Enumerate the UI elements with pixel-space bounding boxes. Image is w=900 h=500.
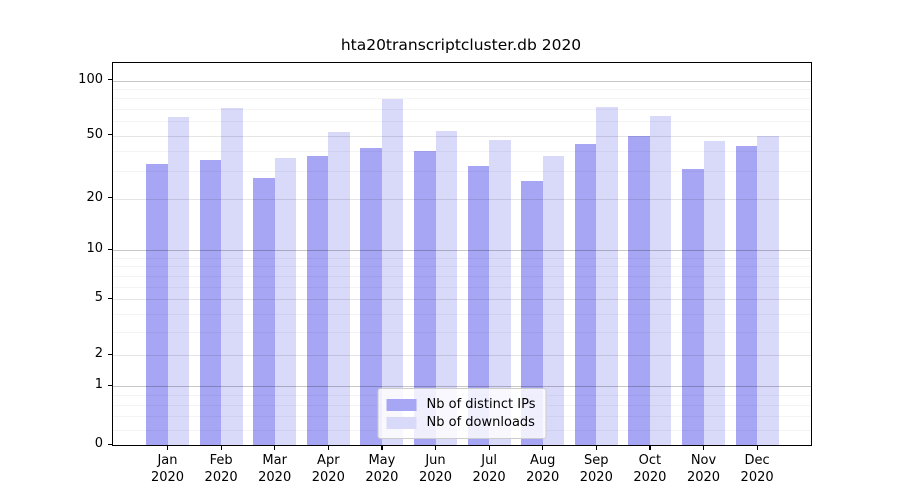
bar-ips-dec (735, 146, 758, 445)
plot-area: Nb of distinct IPs Nb of downloads (112, 62, 812, 446)
gridline (113, 266, 811, 268)
bar-ips-oct (628, 135, 650, 445)
x-tick-label: Dec 2020 (740, 453, 774, 485)
x-tick-mark (542, 445, 544, 450)
chart-title: hta20transcriptcluster.db 2020 (340, 36, 582, 54)
x-tick-label: May 2020 (365, 453, 399, 485)
x-tick-label: Jun 2020 (418, 453, 453, 485)
y-tick-label: 2 (94, 346, 103, 361)
bar-downloads-may (381, 99, 404, 445)
gridline (113, 355, 811, 356)
x-tick-mark (381, 445, 383, 450)
x-tick-mark (274, 445, 276, 450)
grid-layer (113, 63, 811, 445)
x-tick-mark (435, 445, 437, 450)
gridline (113, 135, 811, 137)
y-tick-label: 20 (86, 189, 103, 205)
bars-layer (113, 63, 811, 445)
bar-ips-jan (146, 164, 168, 445)
bar-ips-may (360, 147, 382, 445)
bar-downloads-jul (489, 139, 511, 445)
gridline (113, 98, 811, 100)
y-tick-mark (108, 353, 112, 355)
x-tick-label: Mar 2020 (258, 453, 292, 485)
gridline (113, 108, 811, 110)
bar-downloads-mar (274, 158, 297, 445)
y-tick-mark (108, 197, 112, 199)
bar-downloads-aug (542, 156, 565, 445)
gridline (113, 286, 811, 288)
x-tick-mark (220, 445, 222, 450)
gridline (113, 386, 811, 387)
x-tick-mark (703, 445, 705, 450)
y-tick-mark (108, 79, 112, 81)
legend-swatch-distinct-ips (386, 398, 417, 411)
gridline (113, 313, 811, 315)
bar-ips-jun (414, 151, 436, 445)
bar-ips-mar (253, 178, 275, 445)
gridline (113, 198, 811, 200)
y-tick-mark (108, 297, 112, 299)
x-tick-mark (595, 445, 597, 450)
x-tick-label: Sep 2020 (579, 453, 613, 485)
gridline (113, 299, 811, 300)
x-tick-label: Aug 2020 (526, 453, 560, 485)
x-tick-mark (756, 445, 758, 450)
gridline (113, 80, 811, 82)
bar-downloads-jan (167, 117, 189, 445)
x-tick-label: Nov 2020 (686, 453, 721, 485)
legend-label-distinct-ips: Nb of distinct IPs (426, 397, 536, 412)
bar-downloads-dec (757, 135, 779, 445)
bar-downloads-nov (703, 141, 725, 445)
y-tick-mark (108, 248, 112, 250)
bar-ips-aug (521, 180, 543, 445)
y-tick-label: 50 (86, 126, 103, 142)
x-tick-mark (327, 445, 329, 450)
y-tick-mark (108, 134, 112, 136)
x-tick-label: Jan 2020 (150, 453, 185, 485)
y-tick-label: 10 (86, 241, 103, 256)
gridline (113, 170, 811, 172)
bar-downloads-sep (596, 106, 618, 445)
y-tick-label: 0 (94, 436, 103, 451)
bar-ips-jul (467, 166, 490, 445)
x-tick-label: Apr 2020 (311, 453, 345, 485)
x-tick-mark (649, 445, 651, 450)
legend-item-distinct-ips: Nb of distinct IPs (386, 397, 536, 412)
legend-label-downloads: Nb of downloads (426, 415, 535, 430)
y-tick-mark (108, 443, 112, 445)
gridline (113, 275, 811, 277)
bar-downloads-jun (435, 130, 457, 445)
x-tick-label: Oct 2020 (633, 453, 667, 485)
bar-downloads-apr (328, 132, 350, 445)
y-tick-label: 100 (78, 71, 103, 87)
gridline (113, 121, 811, 123)
gridline (113, 151, 811, 152)
y-tick-label: 1 (94, 377, 103, 392)
legend: Nb of distinct IPs Nb of downloads (377, 388, 547, 439)
y-tick-mark (108, 384, 112, 386)
bar-ips-apr (306, 156, 329, 445)
bar-downloads-oct (649, 116, 672, 445)
gridline (113, 250, 811, 251)
x-tick-mark (167, 445, 169, 450)
x-tick-label: Feb 2020 (204, 453, 238, 485)
x-tick-label: Jul 2020 (472, 453, 506, 485)
bar-downloads-feb (221, 107, 243, 445)
x-tick-mark (488, 445, 490, 450)
legend-swatch-downloads (386, 416, 417, 429)
gridline (113, 88, 811, 90)
bar-ips-nov (682, 168, 704, 445)
legend-item-downloads: Nb of downloads (386, 415, 536, 430)
gridline (113, 331, 811, 333)
bar-ips-feb (199, 160, 222, 445)
y-tick-label: 5 (94, 290, 103, 305)
gridline (113, 257, 811, 259)
bar-ips-sep (574, 144, 597, 445)
